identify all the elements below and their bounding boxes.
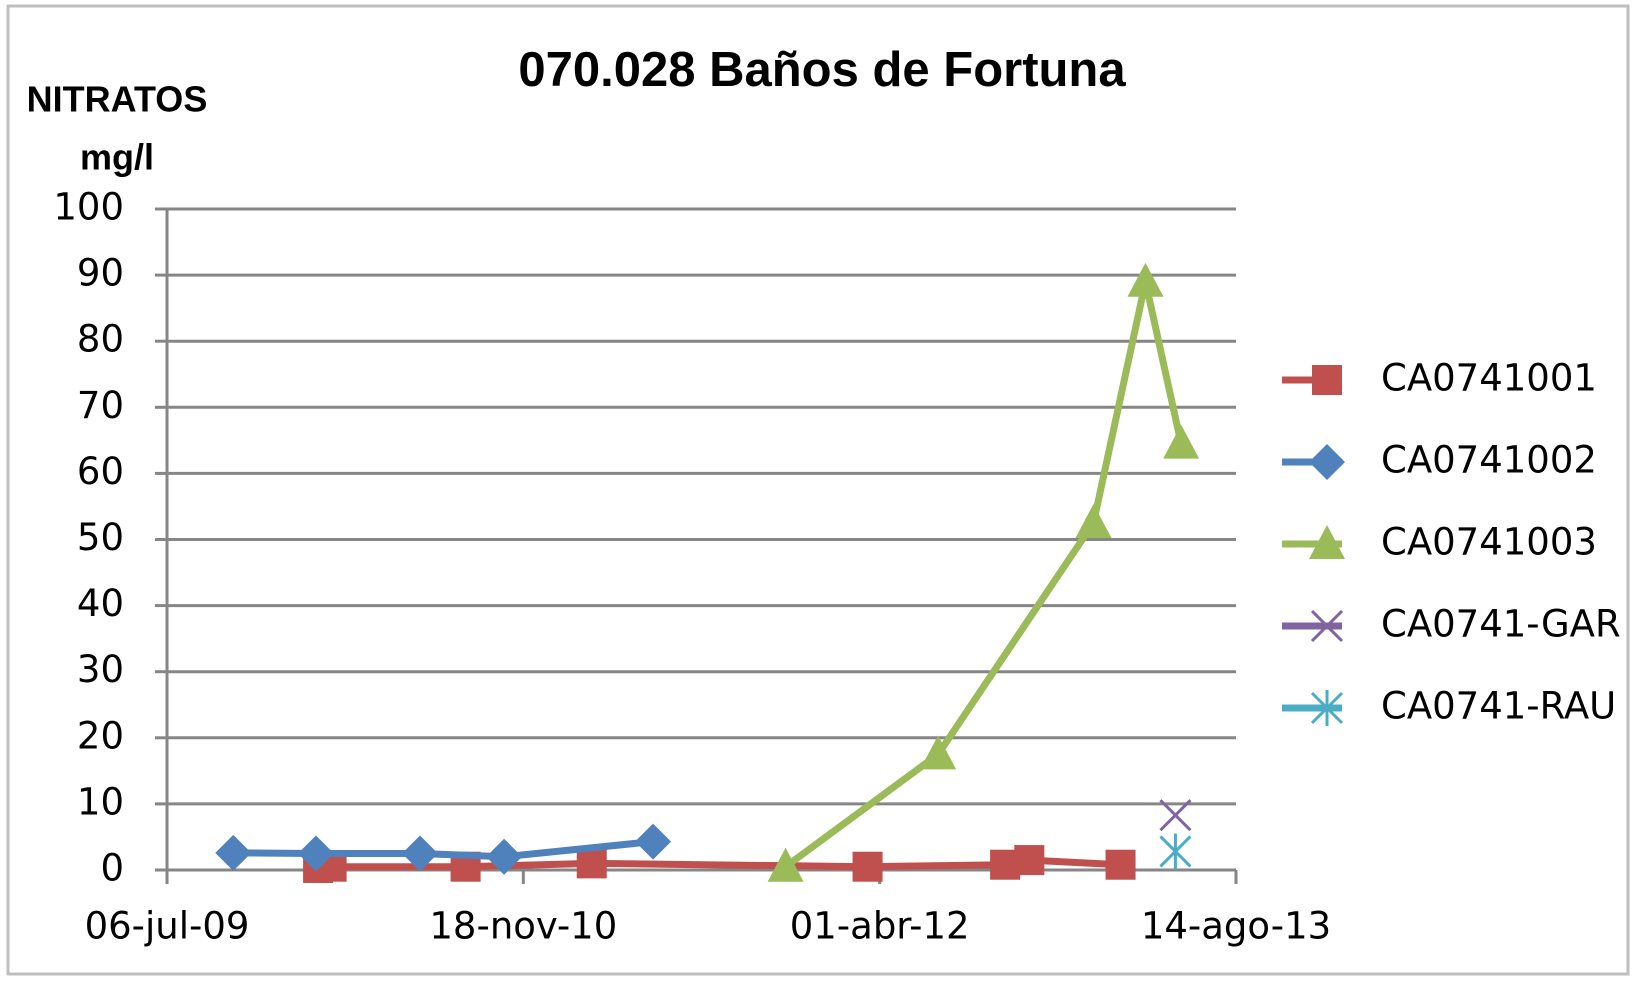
y-tick-label: 0 (100, 847, 124, 890)
marker (1309, 525, 1345, 559)
marker (1075, 503, 1112, 538)
marker (1159, 799, 1192, 832)
marker (1310, 609, 1344, 643)
marker (297, 835, 334, 872)
marker (1163, 424, 1200, 459)
marker (576, 848, 607, 879)
marker (1014, 845, 1045, 876)
y-tick-label: 20 (77, 714, 124, 757)
y-tick-label: 60 (77, 450, 124, 493)
y-axis-label: mg/l (80, 137, 154, 178)
chart-title: 070.028 Baños de Fortuna (518, 43, 1126, 97)
marker (635, 823, 672, 860)
marker (215, 834, 252, 871)
marker (1105, 849, 1136, 880)
x-tick-label: 18-nov-10 (429, 905, 617, 948)
legend-label: CA0741003 (1381, 521, 1597, 564)
marker (920, 735, 957, 770)
x-tick-label: 14-ago-13 (1141, 905, 1331, 948)
marker (1312, 365, 1342, 395)
marker (1127, 262, 1164, 297)
y-tick-label: 100 (53, 186, 124, 229)
y-tick-label: 10 (77, 780, 124, 823)
y-tick-label: 70 (77, 384, 124, 427)
marker (486, 838, 523, 875)
marker (767, 847, 804, 882)
y-tick-label: 40 (77, 582, 124, 625)
marker (401, 835, 438, 872)
legend-label: CA0741001 (1381, 357, 1597, 400)
y-tick-label: 90 (77, 252, 124, 295)
legend-label: CA0741-RAU (1381, 685, 1616, 728)
y-tick-label: 80 (77, 318, 124, 361)
y-tick-label: 50 (77, 516, 124, 559)
y-tick-label: 30 (77, 648, 124, 691)
marker (1310, 690, 1344, 726)
marker (852, 851, 883, 882)
chart-frame (6, 4, 1630, 976)
legend-label: CA0741002 (1381, 439, 1597, 482)
x-tick-label: 06-jul-09 (85, 905, 250, 948)
x-tick-label: 01-abr-12 (790, 905, 970, 948)
legend-label: CA0741-GAR (1381, 603, 1621, 646)
marker (1159, 833, 1192, 870)
y-axis-label: NITRATOS (27, 79, 208, 120)
marker (1309, 444, 1345, 480)
